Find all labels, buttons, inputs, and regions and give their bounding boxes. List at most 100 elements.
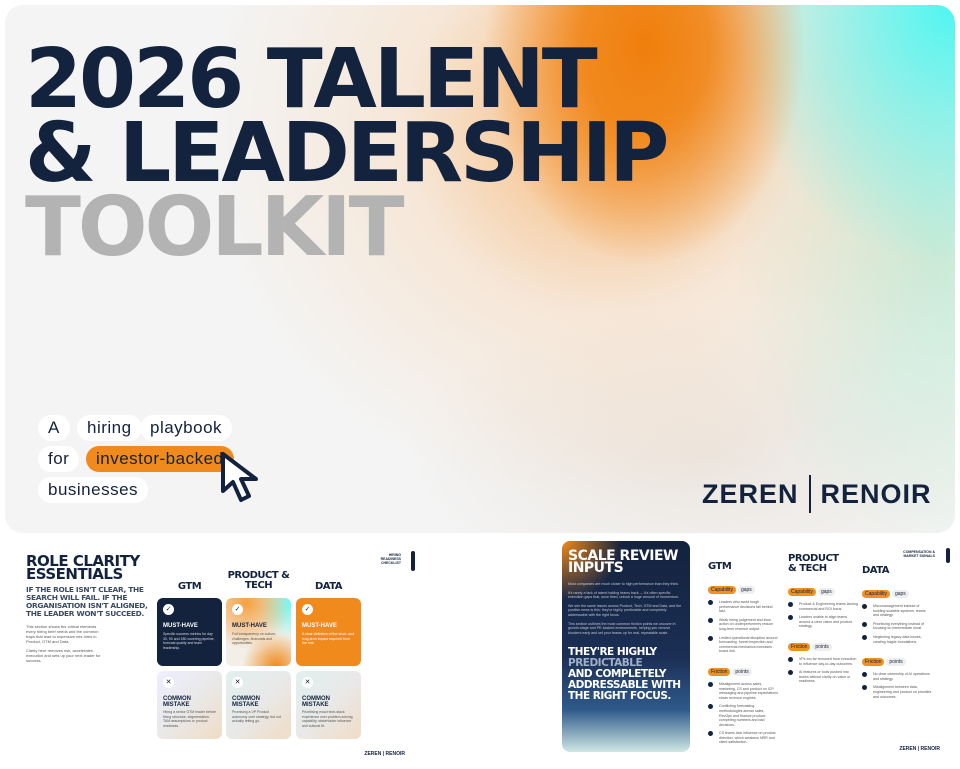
- tag-secondary: points: [886, 658, 906, 667]
- logo-left: ZEREN: [364, 751, 382, 757]
- card-text: Promising a VP Product autonomy over str…: [232, 710, 281, 723]
- pill: for: [38, 446, 80, 472]
- pill: hiring: [77, 415, 142, 441]
- list-item-text: Misalignment between data, engineering a…: [873, 685, 932, 699]
- slide-subtitle: IF THE ROLE ISN'T CLEAR, THE SEARCH WILL…: [26, 585, 148, 618]
- tag-primary: Capability: [862, 590, 890, 598]
- tag-secondary: gaps: [817, 588, 835, 596]
- bullet-icon: [708, 617, 713, 623]
- slide-role-clarity: ROLE CLARITY ESSENTIALS IF THE ROLE ISN'…: [0, 545, 415, 769]
- tag-row: Friction points: [708, 660, 778, 678]
- body-text: We see the same issues across Product, T…: [568, 603, 682, 617]
- tag-row: Friction points: [788, 635, 858, 653]
- bullet-icon: [708, 731, 713, 737]
- card-text: Hiring a senior GTM leader before fixing…: [163, 710, 216, 728]
- tag-secondary: gaps: [891, 590, 909, 598]
- title-line: & LEADERSHIP: [25, 106, 669, 201]
- card-title: COMMON MISTAKE: [232, 696, 260, 708]
- card-text: Full transparency on culture, challenges…: [232, 632, 277, 645]
- list-item: AI features or tools pushed into teams w…: [788, 670, 858, 684]
- slide-title: ROLE CLARITY ESSENTIALS: [26, 552, 140, 583]
- card-text: Prioritising exact tech-stack experience…: [302, 710, 353, 728]
- list-item-text: Limited operational discipline around fo…: [719, 635, 778, 654]
- tag-primary: Friction: [788, 642, 811, 651]
- tag-primary: Capability: [708, 586, 736, 594]
- check-icon: ✓: [302, 604, 313, 615]
- tag-primary: Capability: [788, 588, 816, 596]
- mistake-card: ✕ COMMON MISTAKE Promising a VP Product au…: [226, 671, 291, 739]
- column-header: GTM: [708, 561, 732, 572]
- x-icon: ✕: [302, 677, 313, 688]
- mistake-card: ✕ COMMON MISTAKE Prioritising exact tech-s…: [296, 671, 361, 739]
- card-text: Specific success metrics for day 30, 90 …: [163, 632, 215, 650]
- list-item-text: Product & Engineering teams lacking comm…: [799, 602, 858, 611]
- list-item: Misalignment between data, engineering a…: [862, 685, 932, 699]
- tag-primary: Friction: [708, 667, 731, 676]
- x-icon: ✕: [232, 677, 243, 688]
- inputs-panel: SCALE REVIEW INPUTS Most companies are m…: [562, 541, 690, 752]
- title-line: 2026 TALENT: [25, 32, 598, 127]
- check-icon: ✓: [163, 604, 174, 615]
- logo-left: ZEREN: [702, 478, 799, 509]
- bullet-icon: [788, 670, 793, 676]
- bullet-icon: [708, 600, 713, 605]
- footer-logo: ZEREN | RENOIR: [899, 746, 940, 752]
- column-header: DATA: [862, 565, 890, 576]
- tag-row: Capability gaps: [708, 578, 778, 596]
- list-item-text: AI features or tools pushed into teams w…: [799, 670, 851, 684]
- list-item-text: Conflicting forecasting methodologies ac…: [719, 704, 766, 727]
- logo-right: RENOIR: [385, 751, 405, 757]
- cover-slide: 2026 TALENT & LEADERSHIP TOOLKIT A hirin…: [5, 5, 955, 533]
- tag-secondary: gaps: [737, 586, 755, 594]
- tag-row: Capability gaps: [788, 580, 858, 598]
- bullet-icon: [862, 604, 867, 609]
- card-title: COMMON MISTAKE: [163, 696, 191, 708]
- tab-marker: [411, 551, 415, 571]
- column-header: PRODUCT & TECH: [788, 553, 839, 574]
- card-title: COMMON MISTAKE: [302, 696, 330, 708]
- callout-line: THEY'RE HIGHLY: [568, 646, 657, 659]
- cover-title: 2026 TALENT & LEADERSHIP TOOLKIT: [25, 32, 669, 269]
- list-item: Micromanagement instead of building scal…: [862, 604, 932, 618]
- logo-right: RENOIR: [920, 746, 940, 752]
- list-item: Limited operational discipline around fo…: [708, 635, 778, 654]
- list-item-text: Leaders who avoid tough performance deci…: [719, 600, 773, 614]
- tag-row: Friction points: [862, 650, 932, 668]
- list-item: Neglecting legacy data issues, creating …: [862, 634, 932, 644]
- tab-marker: [946, 548, 950, 563]
- list-item: CS teams lack influence on product direc…: [708, 731, 778, 745]
- list-item-text: VPs too far removed from execution to in…: [799, 656, 857, 666]
- list-item: No clear ownership of AI operations and …: [862, 672, 932, 681]
- list-item-text: Micromanagement instead of building scal…: [873, 604, 926, 618]
- callout: THEY'RE HIGHLY PREDICTABLE AND COMPLETELY …: [568, 647, 684, 702]
- list-item-text: Weak hiring judgement and slow action on…: [719, 617, 774, 631]
- must-have-card: ✓ MUST-HAVE Specific success metrics for d…: [157, 598, 222, 666]
- body-text: Most companies are much closer to high p…: [568, 582, 680, 586]
- list-item: Conflicting forecasting methodologies ac…: [708, 704, 778, 727]
- list-item: VPs too far removed from execution to in…: [788, 656, 858, 666]
- list-item-text: CS teams lack influence on product direc…: [719, 731, 776, 745]
- body-text: Clarity here removes risk, accelerates e…: [26, 648, 101, 663]
- bullet-icon: [862, 621, 867, 627]
- bullet-icon: [862, 685, 867, 691]
- x-icon: ✕: [163, 677, 174, 688]
- card-title: MUST-HAVE: [232, 623, 267, 629]
- list-item-text: No clear ownership of AI operations and …: [873, 672, 930, 681]
- must-have-card: ✓ MUST-HAVE Full transparency on culture, …: [226, 598, 291, 666]
- slide-tag: COMPENSATION & MARKET SIGNALS: [903, 550, 935, 558]
- check-icon: ✓: [232, 604, 243, 615]
- list-item: Misalignment across sales, marketing, CS…: [708, 681, 778, 700]
- pill: playbook: [140, 415, 233, 441]
- column-1: PRODUCT & TECH Capability gaps Product & En…: [788, 554, 858, 688]
- tag-primary: Friction: [862, 658, 885, 667]
- column-header: GTM: [177, 581, 202, 592]
- slide-title: SCALE REVIEW INPUTS: [568, 548, 678, 576]
- list-item: Leaders unable to align teams around a c…: [788, 615, 858, 629]
- column-header: DATA: [314, 581, 343, 592]
- list-item: Product & Engineering teams lacking comm…: [788, 602, 858, 611]
- list-item-text: Neglecting legacy data issues, creating …: [873, 634, 922, 644]
- callout-line: AND COMPLETELY ADDRESSABLE WITH THE RIGH…: [568, 668, 681, 703]
- body-text: This section outlines the most common fr…: [568, 621, 676, 635]
- column-header: PRODUCT & TECH: [227, 570, 290, 591]
- list-item-text: Misalignment across sales, marketing, CS…: [719, 681, 778, 700]
